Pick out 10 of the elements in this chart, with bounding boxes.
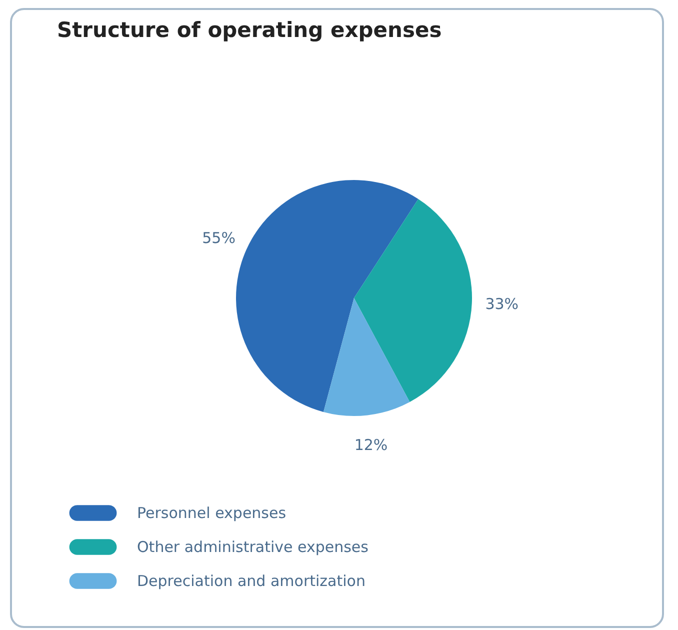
data-label: 12% <box>354 436 388 454</box>
legend-label: Other administrative expenses <box>137 538 369 556</box>
pie-slice <box>354 199 472 402</box>
data-label: 33% <box>485 295 519 314</box>
legend-label: Depreciation and amortization <box>137 572 366 590</box>
data-label: 55% <box>202 228 236 247</box>
pie-slice <box>323 298 410 416</box>
pie-slice <box>236 180 418 412</box>
legend-label: Personnel expenses <box>137 504 286 522</box>
chart-title: Structure of operating expenses <box>57 18 442 42</box>
